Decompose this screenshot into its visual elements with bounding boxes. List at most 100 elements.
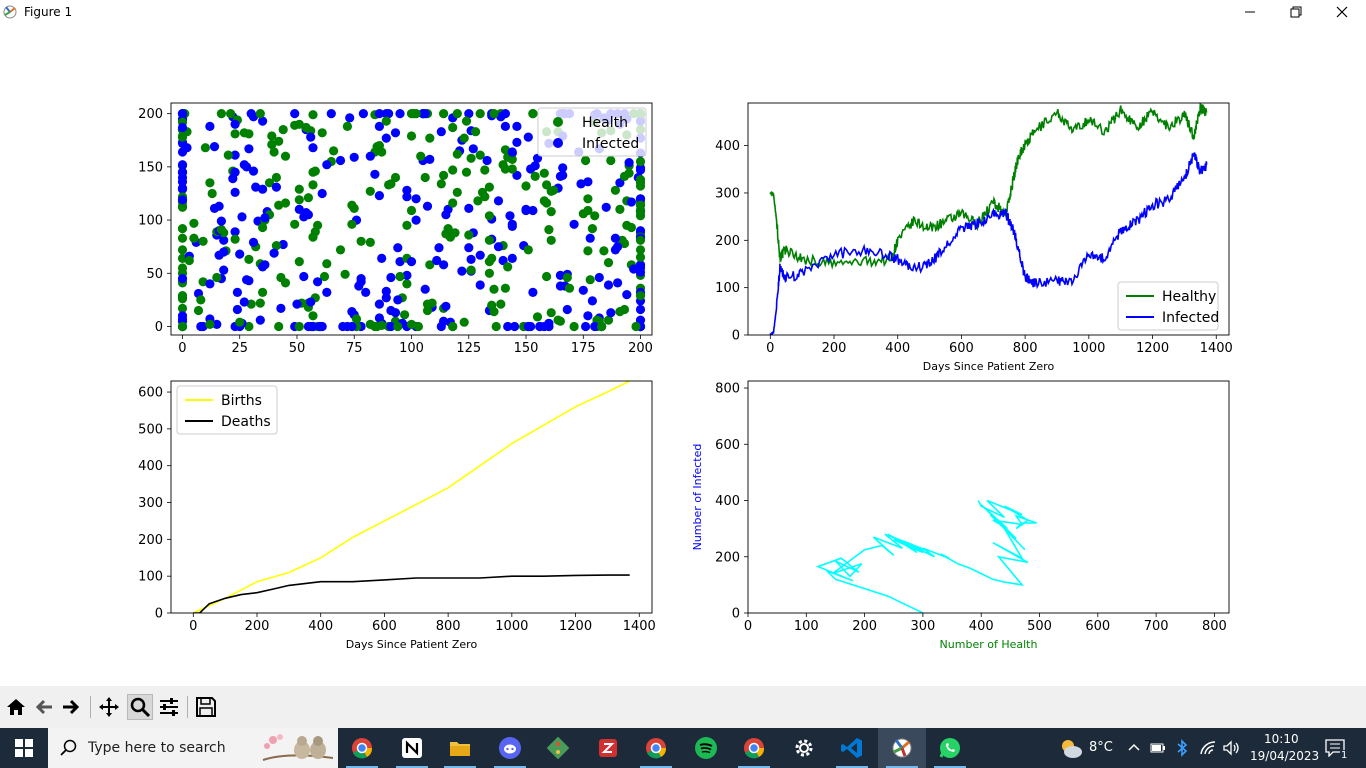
forward-button[interactable] xyxy=(58,694,84,720)
health-point xyxy=(599,246,609,256)
health-point xyxy=(487,253,497,263)
infected-point xyxy=(555,171,566,181)
infected-point xyxy=(507,221,517,231)
x-tick-label: 150 xyxy=(514,341,539,356)
infected-point xyxy=(635,165,646,175)
phase-line xyxy=(815,499,1037,613)
health-point xyxy=(583,205,593,216)
health-point xyxy=(473,196,483,206)
infected-point xyxy=(177,160,188,170)
infected-point xyxy=(555,281,566,291)
health-point xyxy=(564,283,575,293)
navigation-toolbar xyxy=(0,686,1366,728)
infected-point xyxy=(635,226,646,236)
taskbar-app-discord[interactable] xyxy=(486,728,534,768)
legend-label: Deaths xyxy=(221,414,271,430)
volume-icon[interactable] xyxy=(1222,740,1240,756)
save-button[interactable] xyxy=(193,694,219,720)
infected-point xyxy=(393,243,403,253)
legend-label: Infected xyxy=(582,136,639,152)
y-tick-label: 300 xyxy=(138,496,163,511)
health-point xyxy=(335,245,346,255)
zoom-icon xyxy=(130,697,151,718)
chevron-up-icon[interactable] xyxy=(1128,742,1140,752)
zoom-button[interactable] xyxy=(127,694,153,720)
infected-point xyxy=(512,137,522,147)
taskbar-app-chrome[interactable] xyxy=(338,728,386,768)
start-button[interactable] xyxy=(0,728,48,768)
health-point xyxy=(280,198,291,208)
notification-icon[interactable] xyxy=(1325,739,1345,757)
health-point xyxy=(239,128,249,138)
health-point xyxy=(539,168,549,178)
clock-time[interactable]: 10:10 xyxy=(1264,732,1299,746)
y-tick-label: 0 xyxy=(155,607,163,622)
battery-icon[interactable] xyxy=(1150,741,1166,755)
minimize-button[interactable] xyxy=(1227,0,1273,24)
taskbar-app-chrome[interactable] xyxy=(730,728,778,768)
y-tick-label: 800 xyxy=(715,382,740,397)
infected-point xyxy=(306,321,316,332)
infected-point xyxy=(258,184,268,194)
x-tick-label: 25 xyxy=(231,341,248,356)
infected-point xyxy=(635,315,646,325)
x-tick-label: 1400 xyxy=(623,619,656,634)
taskbar-app-git[interactable] xyxy=(534,728,582,768)
axes-frame xyxy=(747,102,1230,336)
taskbar-search[interactable]: Type here to search xyxy=(48,728,338,768)
taskbar-app-python-figure[interactable] xyxy=(878,728,926,768)
taskbar-app-whatsapp[interactable] xyxy=(926,728,974,768)
health-point xyxy=(294,321,304,332)
health-point xyxy=(177,224,188,234)
infected-point xyxy=(393,295,403,305)
health-point xyxy=(631,321,641,332)
infected-point xyxy=(615,178,625,188)
infected-point xyxy=(402,270,412,280)
health-point xyxy=(235,317,245,327)
health-point xyxy=(635,156,646,167)
taskbar-app-chrome[interactable] xyxy=(632,728,680,768)
infected-point xyxy=(500,121,510,131)
health-point xyxy=(246,299,256,309)
home-button[interactable] xyxy=(3,694,29,720)
bluetooth-icon[interactable] xyxy=(1175,739,1189,757)
health-point xyxy=(635,200,646,210)
infected-point xyxy=(230,119,240,129)
x-tick-label: 800 xyxy=(436,619,461,634)
clock-date[interactable]: 19/04/2023 xyxy=(1250,749,1320,763)
taskbar-app-app[interactable] xyxy=(584,728,632,768)
pan-button[interactable] xyxy=(96,694,122,720)
y-tick-label: 400 xyxy=(138,459,163,474)
taskbar-app-file-explorer[interactable] xyxy=(436,728,484,768)
infected-point xyxy=(177,109,188,119)
infected-point xyxy=(613,242,623,252)
health-point xyxy=(484,235,494,245)
health-point xyxy=(406,109,417,119)
app-icon xyxy=(599,739,617,757)
health-point xyxy=(365,319,375,329)
infected-point xyxy=(594,272,604,283)
y-tick-label: 0 xyxy=(155,320,163,335)
infected-point xyxy=(601,202,611,212)
x-tick-label: 1400 xyxy=(1200,341,1233,356)
infected-point xyxy=(555,270,566,280)
deaths-line xyxy=(193,574,630,613)
taskbar-app-settings[interactable] xyxy=(780,728,828,768)
taskbar-app-spotify[interactable] xyxy=(682,728,730,768)
infected-point xyxy=(603,280,614,290)
close-button[interactable] xyxy=(1319,0,1365,24)
configure-subplots-button[interactable] xyxy=(156,694,182,720)
taskbar-app-vscode[interactable] xyxy=(828,728,876,768)
weather-temperature[interactable]: 8°C xyxy=(1089,740,1113,755)
taskbar-app-notion[interactable] xyxy=(388,728,436,768)
health-point xyxy=(475,150,485,160)
health-point xyxy=(416,151,426,161)
wifi-icon[interactable] xyxy=(1199,740,1217,756)
back-button[interactable] xyxy=(31,694,57,720)
infected-point xyxy=(411,215,421,225)
restore-button[interactable] xyxy=(1273,0,1319,24)
health-point xyxy=(271,172,281,183)
restore-icon xyxy=(1290,6,1302,18)
figure-canvas[interactable]: 0 25 50 75 100 125 150 175 200 0 50 100 150 200 Health… xyxy=(0,24,1366,686)
infected-point xyxy=(216,216,226,226)
